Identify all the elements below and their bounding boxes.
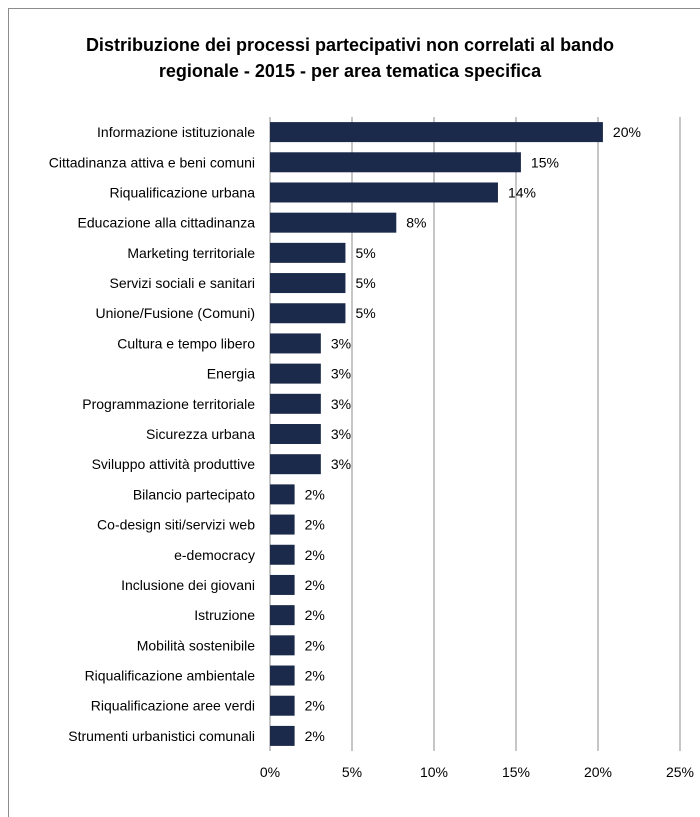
- category-label: Mobilità sostenibile: [137, 637, 255, 653]
- data-label: 8%: [406, 215, 426, 231]
- category-label: Energia: [207, 366, 255, 382]
- category-label: Marketing territoriale: [127, 245, 255, 261]
- category-label: Cittadinanza attiva e beni comuni: [49, 154, 255, 170]
- category-label: Cultura e tempo libero: [117, 335, 255, 351]
- data-label: 3%: [331, 396, 351, 412]
- bar: [270, 242, 346, 263]
- category-label: e-democracy: [174, 547, 255, 563]
- bar: [270, 182, 498, 203]
- data-label: 2%: [305, 607, 325, 623]
- category-label: Servizi sociali e sanitari: [110, 275, 256, 291]
- bar: [270, 122, 603, 143]
- bar: [270, 393, 321, 414]
- bar: [270, 635, 295, 656]
- category-label: Sicurezza urbana: [146, 426, 255, 442]
- frame-top-rule: [8, 8, 700, 9]
- frame-left-rule: [8, 8, 9, 817]
- data-label: 3%: [331, 335, 351, 351]
- bar: [270, 484, 295, 505]
- data-label: 2%: [305, 577, 325, 593]
- bar: [270, 333, 321, 354]
- category-label: Bilancio partecipato: [133, 486, 255, 502]
- category-label: Istruzione: [194, 607, 255, 623]
- data-label: 5%: [355, 245, 375, 261]
- category-label: Programmazione territoriale: [82, 396, 255, 412]
- x-tick-label: 0%: [260, 764, 280, 780]
- bar: [270, 424, 321, 444]
- data-label: 2%: [305, 547, 325, 563]
- data-label: 2%: [305, 698, 325, 714]
- data-label: 3%: [331, 456, 351, 472]
- bar: [270, 574, 295, 595]
- bar: [270, 212, 397, 233]
- x-tick-label: 5%: [342, 764, 362, 780]
- category-label: Unione/Fusione (Comuni): [95, 305, 255, 321]
- bar: [270, 152, 521, 173]
- data-label: 5%: [355, 305, 375, 321]
- data-label: 2%: [305, 728, 325, 744]
- x-tick-label: 20%: [584, 764, 612, 780]
- category-label: Educazione alla cittadinanza: [78, 215, 256, 231]
- bar: [270, 454, 321, 475]
- category-label: Riqualificazione ambientale: [85, 668, 256, 684]
- data-label: 2%: [305, 517, 325, 533]
- category-label: Informazione istituzionale: [97, 124, 255, 140]
- bar: [270, 695, 295, 716]
- data-label: 2%: [305, 668, 325, 684]
- bar: [270, 273, 346, 294]
- data-label: 14%: [508, 184, 536, 200]
- category-label: Strumenti urbanistici comunali: [68, 728, 255, 744]
- bar: [270, 725, 295, 746]
- category-label: Riqualificazione urbana: [109, 184, 255, 200]
- data-label: 3%: [331, 366, 351, 382]
- data-label: 5%: [355, 275, 375, 291]
- x-tick-label: 10%: [420, 764, 448, 780]
- bar: [270, 514, 295, 535]
- chart-title: Distribuzione dei processi partecipativi…: [40, 32, 660, 84]
- x-tick-label: 15%: [502, 764, 530, 780]
- bar: [270, 605, 295, 626]
- category-label: Sviluppo attività produttive: [92, 456, 256, 472]
- x-tick-label: 25%: [666, 764, 694, 780]
- data-label: 2%: [305, 486, 325, 502]
- data-label: 2%: [305, 637, 325, 653]
- chart-title-line-2: regionale - 2015 - per area tematica spe…: [158, 61, 542, 81]
- data-label: 15%: [531, 154, 559, 170]
- data-label: 3%: [331, 426, 351, 442]
- chart-title-line-1: Distribuzione dei processi partecipativi…: [85, 35, 615, 55]
- bar: [270, 303, 346, 324]
- category-label: Riqualificazione aree verdi: [91, 698, 255, 714]
- category-label: Inclusione dei giovani: [121, 577, 255, 593]
- data-label: 20%: [613, 124, 641, 140]
- bar: [270, 544, 295, 565]
- category-label: Co-design siti/servizi web: [97, 517, 255, 533]
- bar: [270, 665, 295, 686]
- bar: [270, 363, 321, 384]
